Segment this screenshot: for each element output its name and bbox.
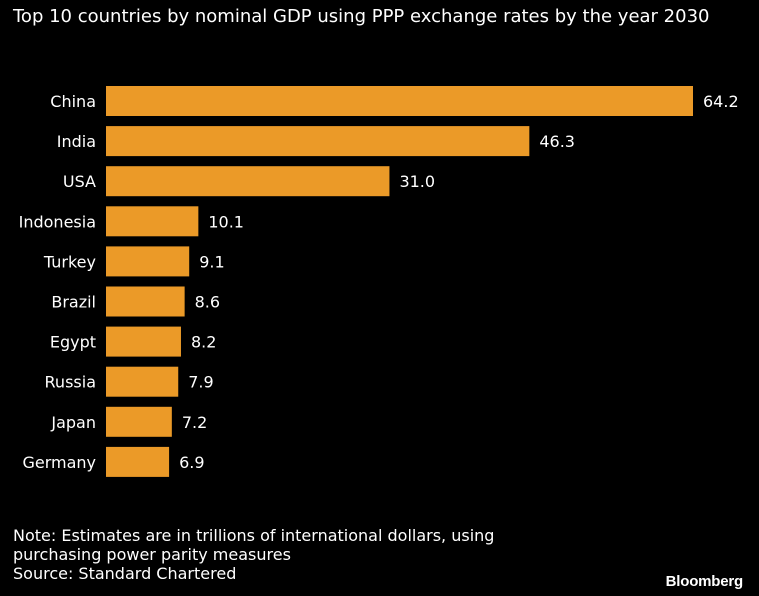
note-line-1: Note: Estimates are in trillions of inte…	[13, 526, 495, 545]
category-label: Brazil	[51, 293, 96, 312]
value-label: 9.1	[199, 252, 224, 271]
chart-footer: Note: Estimates are in trillions of inte…	[13, 526, 613, 583]
category-label: Egypt	[50, 333, 96, 352]
category-label: Turkey	[43, 252, 96, 271]
bar-russia	[106, 366, 179, 397]
bar-indonesia	[106, 206, 199, 237]
bloomberg-logo: Bloomberg	[665, 573, 744, 590]
value-label: 31.0	[399, 172, 435, 191]
bar-usa	[106, 166, 390, 197]
category-label: USA	[63, 172, 96, 191]
note-line-2: purchasing power parity measures	[13, 545, 291, 564]
value-label: 7.9	[188, 373, 213, 392]
category-label: Russia	[45, 373, 96, 392]
category-label: Japan	[50, 413, 96, 432]
source-text: Source: Standard Chartered	[13, 564, 237, 583]
value-label: 10.1	[208, 212, 244, 231]
category-label: India	[57, 132, 96, 151]
bar-egypt	[106, 326, 181, 357]
bar-india	[106, 126, 530, 157]
chart-title: Top 10 countries by nominal GDP using PP…	[13, 6, 710, 27]
value-label: 8.6	[195, 293, 220, 312]
category-label: Germany	[22, 453, 96, 472]
value-label: 64.2	[703, 92, 739, 111]
value-label: 6.9	[179, 453, 204, 472]
bar-china	[106, 86, 693, 116]
value-label: 8.2	[191, 333, 216, 352]
value-label: 46.3	[539, 132, 575, 151]
bar-turkey	[106, 246, 190, 277]
bar-brazil	[106, 286, 185, 317]
bar-germany	[106, 446, 170, 477]
category-label: China	[50, 92, 96, 111]
category-label: Indonesia	[19, 212, 96, 231]
bar-japan	[106, 406, 172, 437]
bar-chart: China 64.2 India 46.3 USA 31.0 Indonesia 10.1 Tu…	[19, 86, 739, 477]
value-label: 7.2	[182, 413, 207, 432]
